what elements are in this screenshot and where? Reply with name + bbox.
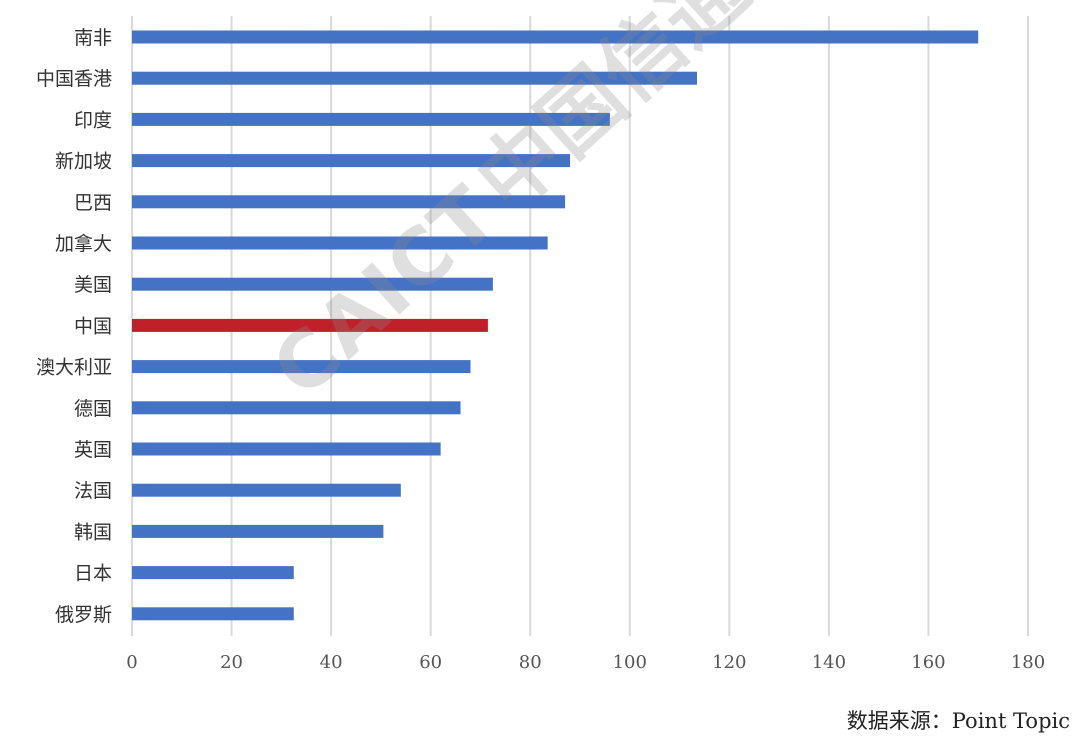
bar-1 (132, 71, 697, 85)
x-tick-label: 40 (320, 652, 343, 673)
category-label: 美国 (74, 274, 112, 296)
x-tick-label: 20 (220, 652, 243, 673)
category-label: 巴西 (74, 192, 112, 214)
category-label: 中国 (74, 315, 112, 337)
category-label: 法国 (74, 480, 112, 502)
x-tick-label: 180 (1011, 652, 1045, 673)
bar-8 (132, 360, 471, 374)
bar-4 (132, 195, 566, 209)
category-label: 加拿大 (55, 232, 112, 255)
category-label: 中国香港 (36, 68, 112, 90)
bar-13 (132, 566, 294, 580)
category-label: 德国 (74, 398, 112, 420)
x-tick-label: 120 (712, 652, 746, 673)
bar-11 (132, 483, 401, 497)
bar-5 (132, 236, 548, 250)
category-label: 韩国 (74, 521, 112, 543)
category-label: 日本 (74, 563, 112, 585)
bar-10 (132, 442, 441, 456)
category-label: 新加坡 (55, 151, 112, 173)
bar-3 (132, 154, 571, 168)
source-note: 数据来源：Point Topic (846, 709, 1070, 733)
bar-14 (132, 607, 294, 621)
x-tick-label: 60 (419, 652, 442, 673)
x-tick-label: 140 (812, 652, 846, 673)
x-tick-label: 0 (126, 652, 137, 673)
bar-2 (132, 112, 610, 126)
bar-12 (132, 524, 384, 538)
bars (132, 30, 979, 621)
bar-9 (132, 401, 461, 415)
x-tick-label: 100 (613, 652, 647, 673)
x-tick-label: 80 (519, 652, 542, 673)
category-label: 南非 (74, 27, 112, 49)
category-label: 印度 (74, 109, 112, 131)
x-tick-label: 160 (911, 652, 945, 673)
category-label: 英国 (74, 439, 112, 461)
bar-0 (132, 30, 979, 44)
category-label: 俄罗斯 (55, 604, 112, 626)
bar-7 (132, 318, 488, 332)
bar-6 (132, 277, 493, 291)
x-tick-labels: 0 20 40 60 80 100 120 140 160 180 (126, 652, 1045, 673)
category-label: 澳大利亚 (36, 357, 112, 379)
